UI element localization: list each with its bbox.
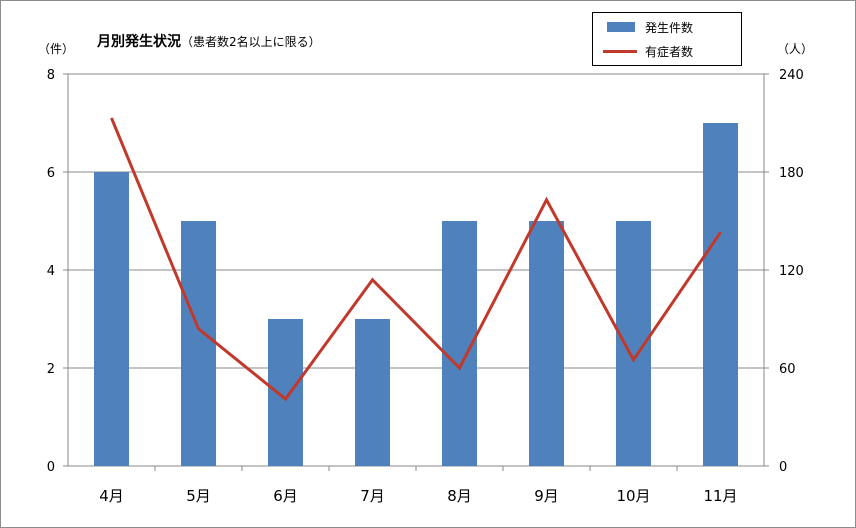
bar <box>355 319 390 466</box>
y-left-tick-label: 4 <box>47 264 55 279</box>
x-tick-label: 8月 <box>447 487 472 505</box>
line-point <box>720 231 721 233</box>
line-point <box>372 279 373 281</box>
legend-item-line: 有症者数 <box>593 41 741 61</box>
y-right-tick-label: 240 <box>779 68 804 83</box>
y-right-tick-label: 60 <box>779 362 796 377</box>
legend-label-line: 有症者数 <box>645 45 694 59</box>
y-right-tick-label: 180 <box>779 166 804 181</box>
y-left-unit-label: （件） <box>38 42 75 56</box>
legend: 発生件数 有症者数 <box>592 12 742 66</box>
y-left-tick-label: 0 <box>47 460 55 475</box>
legend-swatch-bar <box>607 22 635 32</box>
y-right-tick-label: 0 <box>779 460 787 475</box>
x-tick-label: 10月 <box>616 487 650 505</box>
legend-swatch-line <box>603 50 637 53</box>
y-left-tick-label: 6 <box>47 166 55 181</box>
chart-title-block: 月別発生状況（患者数2名以上に限る） <box>97 31 321 51</box>
legend-item-bar: 発生件数 <box>593 17 741 37</box>
x-tick-label: 6月 <box>273 487 298 505</box>
x-tick-label: 9月 <box>534 487 559 505</box>
y-right-tick-label: 120 <box>779 264 804 279</box>
bar <box>268 319 303 466</box>
bar <box>94 172 129 466</box>
bar <box>529 221 564 466</box>
legend-label-bar: 発生件数 <box>645 21 694 35</box>
line-point <box>198 328 199 330</box>
bar <box>181 221 216 466</box>
chart-subtitle: （患者数2名以上に限る） <box>181 35 321 49</box>
line-point <box>111 117 112 119</box>
y-left-tick-label: 8 <box>47 68 55 83</box>
x-tick-label: 11月 <box>703 487 737 505</box>
x-tick-label: 7月 <box>360 487 385 505</box>
series-line <box>110 117 722 402</box>
line-point <box>633 359 634 361</box>
line-point <box>285 398 286 400</box>
y-left-tick-label: 2 <box>47 362 55 377</box>
x-tick-label: 4月 <box>99 487 124 505</box>
line-point <box>546 199 547 201</box>
y-right-unit-label: （人） <box>777 42 814 56</box>
bar <box>703 123 738 466</box>
line-point <box>459 367 460 369</box>
x-tick-label: 5月 <box>186 487 211 505</box>
chart-title: 月別発生状況 <box>97 34 181 50</box>
